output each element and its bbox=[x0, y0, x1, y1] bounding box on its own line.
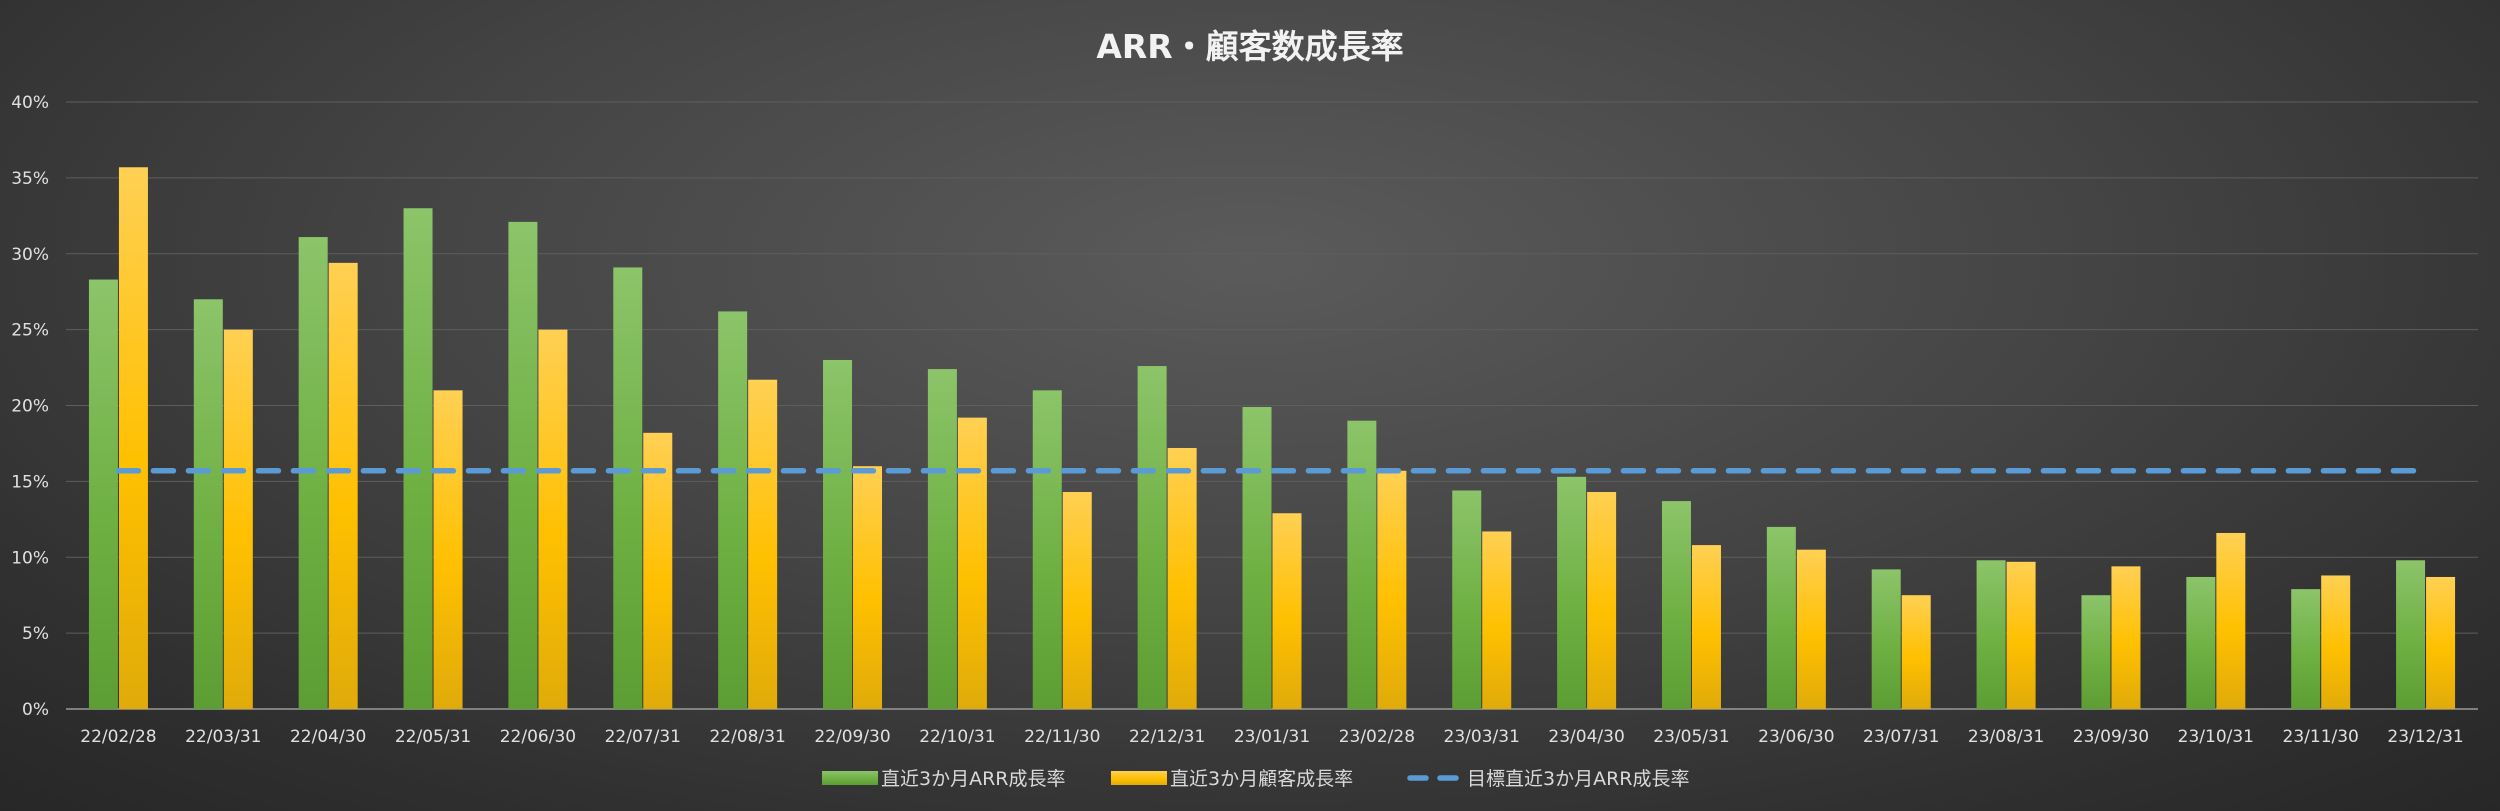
bar-arr-growth bbox=[1557, 476, 1587, 709]
x-tick-label: 22/11/30 bbox=[1024, 727, 1100, 747]
bar-customer-growth bbox=[1796, 549, 1826, 709]
legend: 直近3か月ARR成長率 直近3か月顧客成長率 目標直近3か月ARR成長率 bbox=[822, 768, 1690, 790]
x-tick-label: 22/07/31 bbox=[605, 727, 681, 747]
bar-arr-growth bbox=[613, 267, 643, 709]
bar-arr-growth bbox=[1661, 501, 1691, 709]
y-tick-label: 30% bbox=[11, 245, 49, 265]
bar-arr-growth bbox=[2186, 576, 2216, 709]
bar-customer-growth bbox=[1377, 470, 1407, 709]
legend-label: 直近3か月ARR成長率 bbox=[881, 768, 1066, 790]
y-tick-label: 0% bbox=[22, 700, 49, 720]
x-tick-label: 22/03/31 bbox=[185, 727, 261, 747]
x-tick-label: 23/04/30 bbox=[1548, 727, 1624, 747]
legend-label: 直近3か月顧客成長率 bbox=[1170, 768, 1353, 790]
bar-arr-growth bbox=[1347, 420, 1377, 709]
bar-customer-growth bbox=[223, 329, 253, 709]
legend-swatch-arr bbox=[822, 771, 878, 785]
bar-arr-growth bbox=[508, 221, 538, 709]
bar-customer-growth bbox=[1587, 491, 1617, 709]
bar-arr-growth bbox=[1242, 407, 1272, 709]
x-tick-label: 22/09/30 bbox=[814, 727, 890, 747]
x-tick-label: 23/10/31 bbox=[2178, 727, 2254, 747]
bar-customer-growth bbox=[1272, 513, 1302, 709]
y-tick-label: 15% bbox=[11, 472, 49, 492]
bar-arr-growth bbox=[403, 208, 433, 709]
y-tick-label: 10% bbox=[11, 548, 49, 568]
x-tick-label: 23/09/30 bbox=[2073, 727, 2149, 747]
x-tick-label: 23/02/28 bbox=[1339, 727, 1415, 747]
x-axis-ticks: 22/02/28 22/03/31 22/04/30 22/05/31 22/06/30… bbox=[80, 727, 2463, 747]
y-tick-label: 25% bbox=[11, 321, 49, 341]
bar-customer-growth bbox=[1691, 545, 1721, 709]
bar-arr-growth bbox=[2081, 595, 2111, 709]
x-tick-label: 22/12/31 bbox=[1129, 727, 1205, 747]
gridlines bbox=[66, 101, 2478, 710]
x-tick-label: 23/06/30 bbox=[1758, 727, 1834, 747]
bar-customer-growth bbox=[643, 432, 673, 709]
x-tick-label: 23/01/31 bbox=[1234, 727, 1310, 747]
x-tick-label: 23/11/30 bbox=[2283, 727, 2359, 747]
bar-customer-growth bbox=[2321, 575, 2351, 709]
x-tick-label: 23/08/31 bbox=[1968, 727, 2044, 747]
legend-label: 目標直近3か月ARR成長率 bbox=[1467, 768, 1690, 790]
bar-arr-growth bbox=[1032, 390, 1062, 709]
bar-arr-growth bbox=[2291, 589, 2321, 709]
bar-arr-growth bbox=[1766, 526, 1796, 709]
x-tick-label: 22/08/31 bbox=[709, 727, 785, 747]
bars bbox=[88, 167, 2456, 709]
legend-swatch-customer bbox=[1111, 771, 1167, 785]
bar-customer-growth bbox=[1901, 595, 1931, 709]
chart-title: ARR・顧客数成長率 bbox=[1096, 27, 1403, 66]
bar-customer-growth bbox=[118, 167, 148, 709]
bar-arr-growth bbox=[1137, 366, 1167, 709]
bar-customer-growth bbox=[853, 466, 883, 709]
x-tick-label: 22/06/30 bbox=[500, 727, 576, 747]
bar-customer-growth bbox=[2216, 532, 2246, 709]
y-axis-ticks: 0% 5% 10% 15% 20% 25% 30% 35% 40% bbox=[11, 93, 49, 720]
bar-arr-growth bbox=[1452, 490, 1482, 709]
bar-customer-growth bbox=[1482, 531, 1512, 709]
bar-customer-growth bbox=[2426, 576, 2456, 709]
y-tick-label: 35% bbox=[11, 169, 49, 189]
bar-customer-growth bbox=[2006, 561, 2036, 709]
x-tick-label: 23/03/31 bbox=[1444, 727, 1520, 747]
y-tick-label: 20% bbox=[11, 397, 49, 417]
bar-arr-growth bbox=[927, 369, 957, 709]
bar-customer-growth bbox=[538, 329, 568, 709]
bar-arr-growth bbox=[88, 279, 118, 709]
bar-customer-growth bbox=[328, 262, 358, 709]
bar-customer-growth bbox=[1167, 447, 1197, 709]
x-tick-label: 23/07/31 bbox=[1863, 727, 1939, 747]
bar-customer-growth bbox=[2111, 566, 2141, 709]
bar-customer-growth bbox=[957, 417, 987, 709]
x-tick-label: 22/02/28 bbox=[80, 727, 156, 747]
bar-arr-growth bbox=[2396, 560, 2426, 709]
y-tick-label: 40% bbox=[11, 93, 49, 113]
x-tick-label: 23/12/31 bbox=[2387, 727, 2463, 747]
bar-customer-growth bbox=[433, 390, 463, 709]
x-tick-label: 22/10/31 bbox=[919, 727, 995, 747]
y-tick-label: 5% bbox=[22, 624, 49, 644]
bar-customer-growth bbox=[748, 379, 778, 709]
x-tick-label: 22/05/31 bbox=[395, 727, 471, 747]
bar-arr-growth bbox=[1871, 569, 1901, 709]
x-tick-label: 23/05/31 bbox=[1653, 727, 1729, 747]
x-tick-label: 22/04/30 bbox=[290, 727, 366, 747]
bar-arr-growth bbox=[823, 359, 853, 709]
bar-customer-growth bbox=[1062, 491, 1092, 709]
bar-arr-growth bbox=[1976, 560, 2006, 709]
bar-arr-growth bbox=[718, 311, 748, 709]
bar-arr-growth bbox=[193, 299, 223, 709]
